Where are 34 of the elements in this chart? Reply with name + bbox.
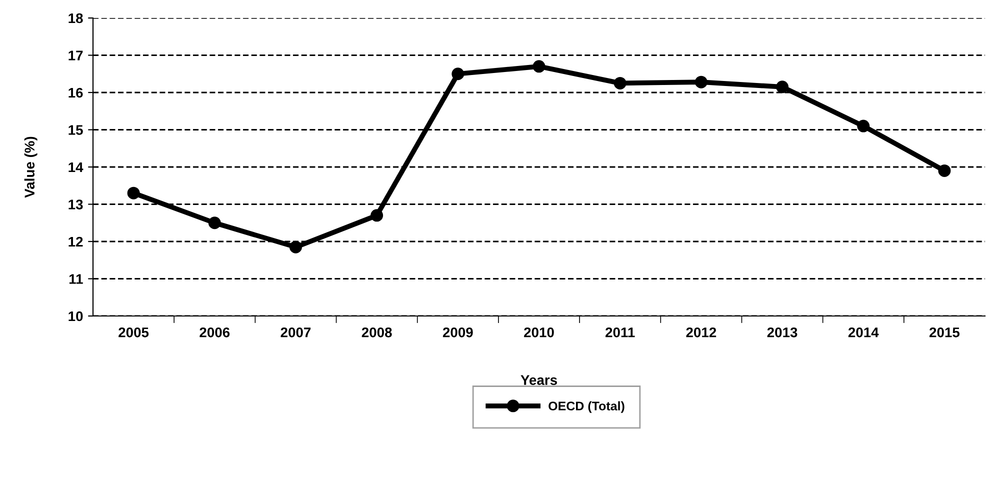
point (127, 186, 140, 200)
y-tick-label: 17 (68, 50, 83, 60)
point (776, 80, 789, 94)
x-tick-label: 2010 (524, 327, 554, 338)
x-tick-label: 2013 (767, 327, 798, 338)
y-tick-label: 14 (68, 162, 84, 172)
x-tick-label: 2005 (118, 327, 149, 338)
y-tick-label: 10 (68, 311, 83, 322)
x-tick-label: 2012 (686, 327, 716, 338)
point (614, 76, 626, 90)
point (289, 240, 302, 254)
y-tick-label: 15 (68, 125, 83, 135)
legend-label: OECD (Total) (548, 401, 624, 413)
point (532, 60, 546, 73)
point (370, 209, 384, 222)
point (208, 216, 221, 230)
y-tick-label: 11 (69, 274, 83, 284)
x-tick-label: 2014 (848, 327, 879, 338)
point (694, 76, 708, 88)
x-tick-label: 2011 (606, 327, 635, 338)
y-axis-title: Value (%) (24, 136, 38, 198)
x-tick-label: 2015 (929, 327, 960, 338)
x-tick-label: 2009 (442, 327, 473, 338)
y-tick-label: 12 (68, 236, 83, 247)
x-tick-label: 2007 (280, 327, 311, 338)
y-tick-label: 16 (68, 88, 83, 98)
point (452, 68, 464, 80)
y-tick-label: 18 (68, 13, 83, 24)
point (938, 164, 951, 177)
x-axis-title: Years (520, 375, 557, 385)
point (857, 120, 870, 132)
y-tick-label: 13 (68, 200, 83, 210)
x-tick-label: 2006 (200, 327, 230, 338)
x-tick-label: 2008 (362, 327, 392, 338)
